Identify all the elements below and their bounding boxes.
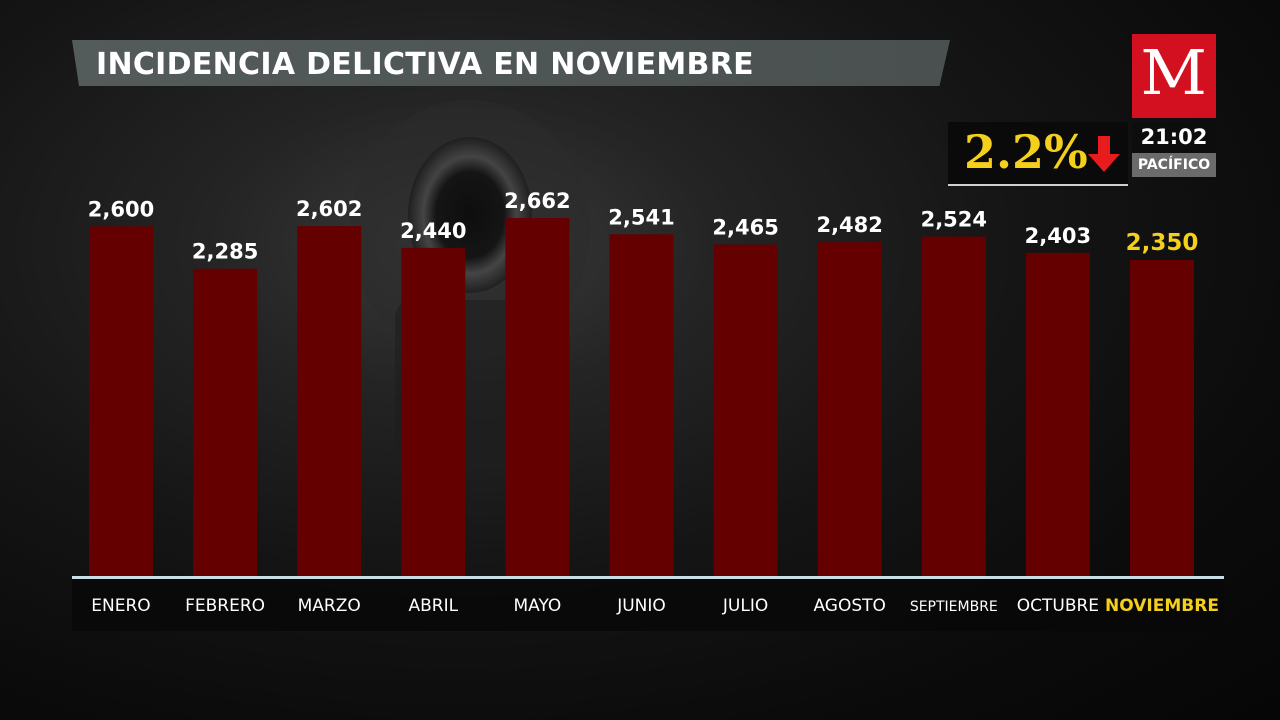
bar-febrero (193, 268, 258, 576)
category-label-enero: ENERO (91, 596, 150, 616)
category-label-julio: JULIO (722, 596, 768, 616)
month-label-band (72, 579, 1224, 631)
bar-marzo (297, 226, 362, 576)
value-label-febrero: 2,285 (192, 240, 258, 264)
category-label-octubre: OCTUBRE (1017, 596, 1099, 616)
value-label-julio: 2,465 (712, 215, 778, 239)
category-label-agosto: AGOSTO (813, 596, 885, 616)
bar-junio (609, 234, 674, 576)
bar-agosto (817, 242, 882, 576)
chart-svg: 2,600 ENERO 2,285 FEBRERO 2,602 MARZO 2,440 ABR… (72, 189, 1224, 616)
value-label-noviembre: 2,350 (1126, 230, 1199, 256)
category-label-febrero: FEBRERO (185, 596, 265, 616)
value-label-octubre: 2,403 (1025, 224, 1091, 248)
category-label-abril: ABRIL (409, 596, 459, 616)
change-indicator: 2.2% (948, 122, 1128, 186)
channel-logo: M (1132, 34, 1216, 118)
value-label-enero: 2,600 (88, 197, 154, 221)
title-bar: INCIDENCIA DELICTIVA EN NOVIEMBRE (72, 40, 950, 86)
change-value: 2.2% (964, 125, 1088, 179)
arrow-down-icon (1088, 136, 1120, 172)
category-label-junio: JUNIO (616, 596, 666, 616)
value-label-mayo: 2,662 (504, 189, 570, 213)
value-label-junio: 2,541 (608, 205, 674, 229)
bar-enero (89, 226, 153, 577)
bar-mayo (505, 218, 570, 576)
value-label-abril: 2,440 (400, 219, 466, 243)
bar-septiembre (921, 236, 986, 577)
clock-time: 21:02 (1132, 122, 1216, 153)
category-label-septiembre: SEPTIEMBRE (910, 599, 998, 615)
bar-noviembre (1130, 259, 1194, 576)
clock-timezone: PACÍFICO (1132, 153, 1216, 177)
bar-julio (713, 244, 778, 576)
bar-chart: 2,600 ENERO 2,285 FEBRERO 2,602 MARZO 2,440 ABR… (72, 176, 1224, 631)
bar-abril (401, 247, 466, 576)
value-label-agosto: 2,482 (816, 213, 882, 237)
logo-letter: M (1140, 36, 1208, 109)
chart-title: INCIDENCIA DELICTIVA EN NOVIEMBRE (96, 47, 754, 82)
category-label-noviembre: NOVIEMBRE (1105, 596, 1219, 616)
value-label-septiembre: 2,524 (921, 208, 987, 232)
category-label-mayo: MAYO (513, 596, 561, 616)
category-label-marzo: MARZO (298, 596, 361, 616)
value-label-marzo: 2,602 (296, 197, 362, 221)
bar-octubre (1025, 252, 1090, 576)
